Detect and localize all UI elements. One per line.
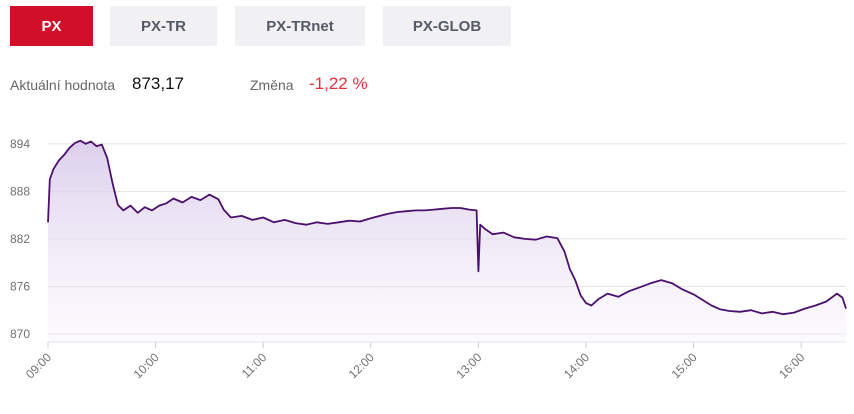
x-tick-label: 15:00	[669, 350, 700, 381]
x-tick-label: 13:00	[453, 350, 484, 381]
x-axis: 09:00 10:00 11:00 12:00 13:00 14:00 15:00 16:00	[23, 342, 808, 381]
tab-px[interactable]: PX	[10, 6, 93, 46]
x-tick-label: 11:00	[239, 350, 270, 381]
x-tick-label: 09:00	[23, 350, 54, 381]
y-tick-label: 894	[10, 137, 30, 151]
tab-px-trnet[interactable]: PX-TRnet	[235, 6, 365, 46]
tab-px-tr[interactable]: PX-TR	[110, 6, 217, 46]
series-area	[48, 140, 846, 342]
y-axis: 894 888 882 876 870	[10, 137, 30, 341]
tab-px-glob[interactable]: PX-GLOB	[383, 6, 511, 46]
index-chart: 894 888 882 876 870 09:00 10:00 11:00 12:00 13:0…	[10, 137, 847, 381]
x-tick-label: 12:00	[346, 350, 377, 381]
change-value: -1,22 %	[309, 74, 368, 93]
series-line	[47, 139, 847, 316]
current-value-label: Aktuální hodnota	[10, 77, 116, 93]
y-tick-label: 876	[10, 279, 30, 293]
index-stats: Aktuální hodnota 873,17 Změna -1,22 %	[10, 74, 850, 96]
current-value: 873,17	[132, 74, 184, 93]
x-tick-label: 10:00	[131, 350, 162, 381]
x-tick-label: 14:00	[561, 350, 592, 381]
y-tick-label: 888	[10, 184, 30, 198]
x-tick-label: 16:00	[776, 350, 807, 381]
y-tick-label: 882	[10, 232, 30, 246]
y-tick-label: 870	[10, 327, 30, 341]
change-label: Změna	[250, 77, 294, 93]
